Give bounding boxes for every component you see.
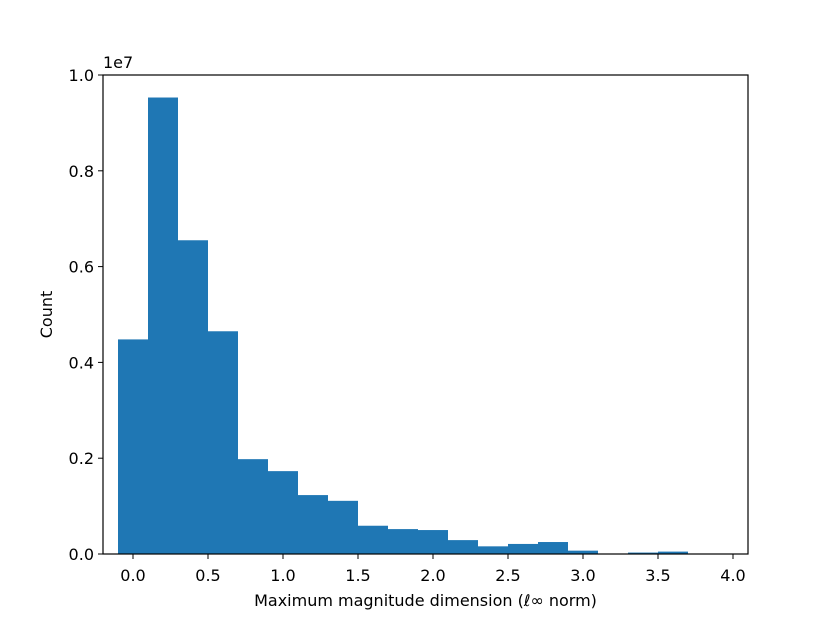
y-tick-label: 1.0 bbox=[69, 66, 94, 85]
histogram-bar bbox=[268, 471, 298, 554]
histogram-bar bbox=[328, 501, 358, 554]
x-tick-label: 1.0 bbox=[270, 566, 295, 585]
y-axis-label: Count bbox=[37, 291, 56, 339]
histogram-bar bbox=[538, 542, 568, 554]
x-tick-label: 0.5 bbox=[195, 566, 220, 585]
x-tick-label: 2.0 bbox=[420, 566, 445, 585]
y-tick-label: 0.8 bbox=[69, 162, 94, 181]
histogram-bar bbox=[298, 495, 328, 554]
histogram-bar bbox=[358, 526, 388, 554]
histogram-bar bbox=[508, 544, 538, 554]
histogram-bar bbox=[178, 240, 208, 554]
y-tick-label: 0.0 bbox=[69, 545, 94, 564]
histogram-bar bbox=[448, 540, 478, 554]
histogram-bar bbox=[418, 530, 448, 554]
x-tick-label: 4.0 bbox=[720, 566, 745, 585]
x-axis-ticks: 0.0 0.5 1.0 1.5 2.0 2.5 3.0 3.5 4.0 bbox=[120, 554, 745, 585]
x-tick-label: 3.5 bbox=[645, 566, 670, 585]
histogram-bar bbox=[118, 339, 148, 554]
histogram-bar bbox=[478, 546, 508, 554]
x-tick-label: 0.0 bbox=[120, 566, 145, 585]
histogram-bar bbox=[238, 459, 268, 554]
histogram-bar bbox=[388, 529, 418, 554]
histogram-bar bbox=[148, 98, 178, 554]
y-tick-label: 0.4 bbox=[69, 353, 94, 372]
y-axis-ticks: 0.0 0.2 0.4 0.6 0.8 1.0 bbox=[69, 66, 103, 564]
histogram-bar bbox=[208, 331, 238, 554]
y-tick-label: 0.2 bbox=[69, 449, 94, 468]
x-tick-label: 3.0 bbox=[570, 566, 595, 585]
y-axis-offset-label: 1e7 bbox=[103, 53, 133, 72]
x-tick-label: 2.5 bbox=[495, 566, 520, 585]
x-tick-label: 1.5 bbox=[345, 566, 370, 585]
x-axis-label: Maximum magnitude dimension (ℓ∞ norm) bbox=[254, 591, 597, 610]
bars-layer bbox=[118, 98, 718, 554]
y-tick-label: 0.6 bbox=[69, 258, 94, 277]
